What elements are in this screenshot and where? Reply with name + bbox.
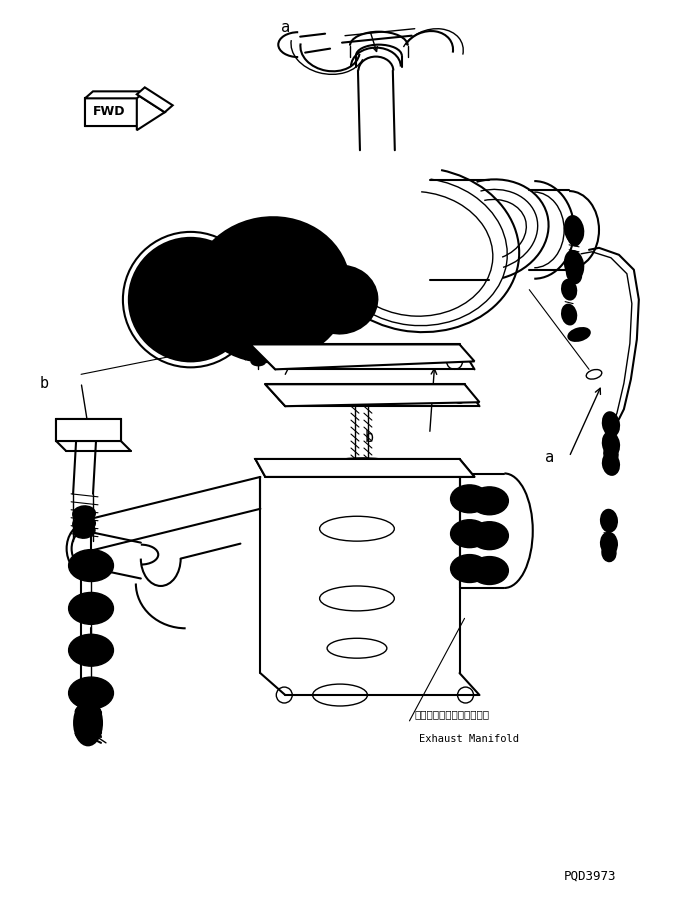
Ellipse shape (470, 556, 508, 584)
Text: a: a (545, 450, 554, 464)
Ellipse shape (601, 533, 617, 554)
Ellipse shape (450, 484, 489, 513)
Circle shape (106, 427, 112, 433)
Ellipse shape (567, 262, 582, 284)
Ellipse shape (604, 445, 618, 464)
Polygon shape (56, 419, 121, 441)
Ellipse shape (603, 413, 619, 436)
Ellipse shape (567, 224, 581, 245)
Ellipse shape (565, 216, 583, 244)
Ellipse shape (562, 280, 576, 300)
Ellipse shape (603, 432, 619, 456)
Ellipse shape (450, 520, 489, 547)
Text: a: a (282, 20, 291, 35)
Ellipse shape (68, 593, 114, 624)
Circle shape (485, 497, 493, 504)
Polygon shape (85, 98, 137, 126)
Circle shape (87, 604, 95, 613)
Ellipse shape (302, 265, 377, 334)
Ellipse shape (73, 516, 95, 531)
Polygon shape (266, 385, 480, 406)
Circle shape (466, 530, 473, 537)
Polygon shape (137, 87, 173, 113)
Circle shape (485, 532, 493, 540)
Ellipse shape (68, 677, 114, 709)
Ellipse shape (73, 524, 95, 538)
Ellipse shape (565, 251, 583, 278)
Ellipse shape (74, 701, 102, 745)
Ellipse shape (68, 634, 114, 666)
Ellipse shape (601, 510, 617, 532)
Polygon shape (85, 91, 145, 98)
Circle shape (485, 566, 493, 574)
Ellipse shape (191, 217, 350, 362)
Ellipse shape (602, 544, 616, 562)
Text: エキゾーストマニホールド: エキゾーストマニホールド (415, 709, 489, 719)
Polygon shape (255, 459, 475, 477)
Text: FWD: FWD (93, 105, 125, 118)
Ellipse shape (254, 358, 263, 365)
Polygon shape (250, 345, 475, 369)
Ellipse shape (470, 522, 508, 550)
Ellipse shape (252, 357, 266, 365)
Circle shape (73, 427, 79, 433)
Circle shape (457, 394, 463, 399)
Ellipse shape (73, 506, 95, 521)
Text: b: b (40, 376, 49, 392)
Ellipse shape (470, 487, 508, 514)
Text: b: b (365, 430, 374, 445)
Ellipse shape (568, 328, 590, 341)
Ellipse shape (68, 550, 114, 582)
Circle shape (87, 646, 95, 654)
Text: Exhaust Manifold: Exhaust Manifold (420, 734, 519, 744)
Ellipse shape (450, 554, 489, 583)
Ellipse shape (603, 453, 619, 474)
Circle shape (129, 238, 252, 362)
Polygon shape (137, 95, 164, 130)
Circle shape (466, 564, 473, 573)
Circle shape (87, 689, 95, 697)
Ellipse shape (562, 305, 576, 325)
Circle shape (282, 393, 287, 398)
Circle shape (87, 562, 95, 570)
Circle shape (466, 494, 473, 503)
Ellipse shape (572, 330, 586, 339)
Ellipse shape (311, 274, 369, 325)
Text: PQD3973: PQD3973 (563, 870, 615, 883)
